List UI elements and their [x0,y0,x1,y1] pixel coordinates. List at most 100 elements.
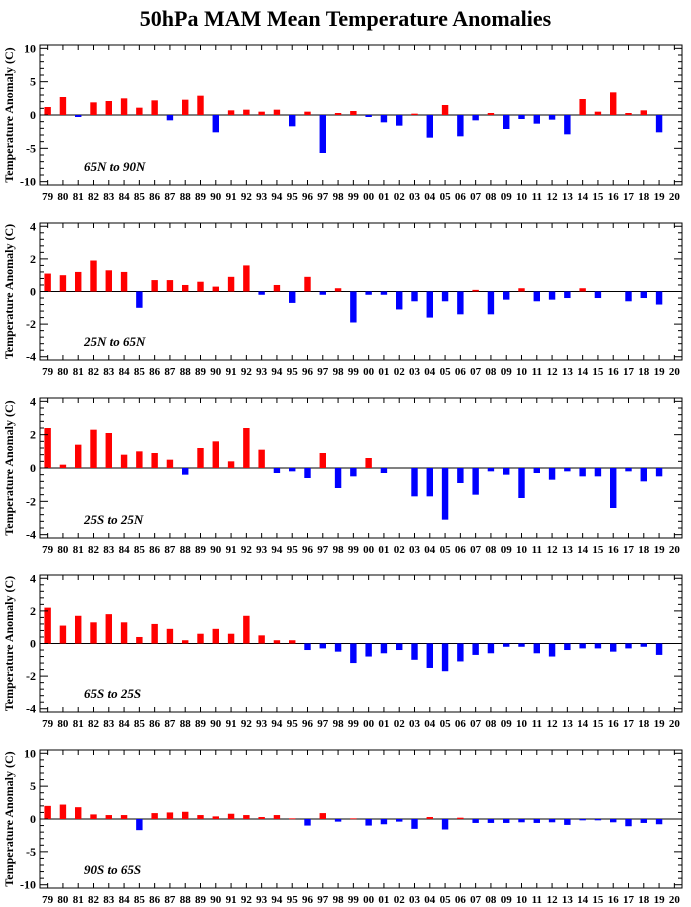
y-tick-label: 2 [30,252,36,266]
bar-01 [380,291,388,295]
x-tick-label: 01 [378,894,389,906]
x-tick-label: 09 [501,718,513,730]
bar-98 [334,643,342,652]
y-tick-label: 0 [30,461,36,475]
bar-05 [441,468,449,520]
bar-83 [105,270,112,292]
bar-91 [227,461,235,468]
x-tick-label: 98 [333,191,345,203]
bar-97 [319,453,326,468]
bar-02 [396,115,403,126]
bar-85 [136,291,143,308]
bar-19 [655,115,663,133]
bar-98 [334,468,342,488]
x-tick-label: 04 [424,191,436,203]
bar-98 [334,819,342,822]
y-tick-label: 5 [30,75,36,89]
bar-13 [564,115,571,135]
y-tick-label: 10 [24,41,36,55]
bar-82 [90,622,97,644]
bar-09 [503,291,510,300]
bar-94 [273,815,281,819]
x-tick-label: 88 [180,544,192,556]
x-tick-label: 12 [547,191,559,203]
x-tick-label: 91 [226,191,237,203]
bar-10 [518,115,525,119]
bar-90 [212,115,219,133]
y-tick-label: 0 [30,812,36,826]
x-tick-label: 96 [302,191,314,203]
bar-83 [105,433,112,468]
x-tick-label: 97 [317,718,329,730]
x-tick-label: 81 [73,191,84,203]
x-tick-label: 17 [623,191,635,203]
bar-88 [182,640,189,644]
bar-18 [640,291,647,299]
x-tick-label: 00 [363,718,375,730]
x-tick-label: 89 [195,366,207,378]
y-tick-label: -5 [26,845,36,859]
bar-92 [243,615,250,644]
x-tick-label: 80 [57,544,69,556]
bar-86 [151,453,158,468]
bar-87 [166,812,174,819]
y-tick-label: -5 [26,141,36,155]
x-tick-label: 88 [180,718,192,730]
x-tick-label: 82 [88,894,100,906]
region-label: 65S to 25S [84,686,141,701]
x-tick-label: 12 [547,366,559,378]
x-tick-label: 13 [562,894,574,906]
bar-07 [472,819,479,823]
bar-14 [579,643,586,649]
bar-03 [411,468,418,497]
y-axis-label: Temperature Anomaly (C) [2,400,16,535]
y-tick-label: -10 [20,878,36,892]
x-tick-label: 08 [485,544,497,556]
x-tick-label: 10 [516,191,528,203]
bar-08 [487,291,495,315]
x-tick-label: 86 [149,366,161,378]
bar-90 [212,286,219,292]
bar-19 [655,643,663,655]
x-tick-label: 97 [317,191,329,203]
x-tick-label: 11 [532,894,542,906]
bar-17 [625,468,632,472]
x-tick-label: 03 [409,894,421,906]
x-tick-label: 05 [440,544,452,556]
x-tick-label: 80 [57,718,69,730]
bar-96 [304,819,311,826]
bar-07 [472,289,479,292]
bar-02 [396,819,403,822]
x-tick-label: 07 [470,894,482,906]
x-tick-label: 98 [333,544,345,556]
y-tick-label: -4 [26,528,36,542]
x-tick-label: 97 [317,544,329,556]
bar-82 [90,429,97,468]
x-tick-label: 14 [577,718,589,730]
bar-79 [44,805,51,819]
x-tick-label: 04 [424,544,436,556]
x-tick-label: 83 [103,191,115,203]
bar-80 [59,275,67,292]
x-tick-label: 11 [532,544,542,556]
x-tick-label: 04 [424,366,436,378]
x-tick-label: 03 [409,544,421,556]
x-tick-label: 06 [455,366,467,378]
x-tick-label: 89 [195,894,207,906]
bar-82 [90,814,97,819]
bar-88 [182,284,189,292]
x-tick-label: 17 [623,718,635,730]
bar-85 [136,107,143,115]
x-tick-label: 90 [210,191,222,203]
x-tick-label: 79 [42,191,54,203]
x-tick-label: 93 [256,544,268,556]
x-tick-label: 93 [256,894,268,906]
bar-05 [441,105,449,115]
x-tick-label: 92 [241,544,253,556]
y-axis-label: Temperature Anomaly (C) [2,224,16,359]
x-tick-label: 07 [470,191,482,203]
x-tick-label: 15 [592,191,604,203]
x-tick-label: 87 [164,191,176,203]
bar-93 [258,635,265,644]
